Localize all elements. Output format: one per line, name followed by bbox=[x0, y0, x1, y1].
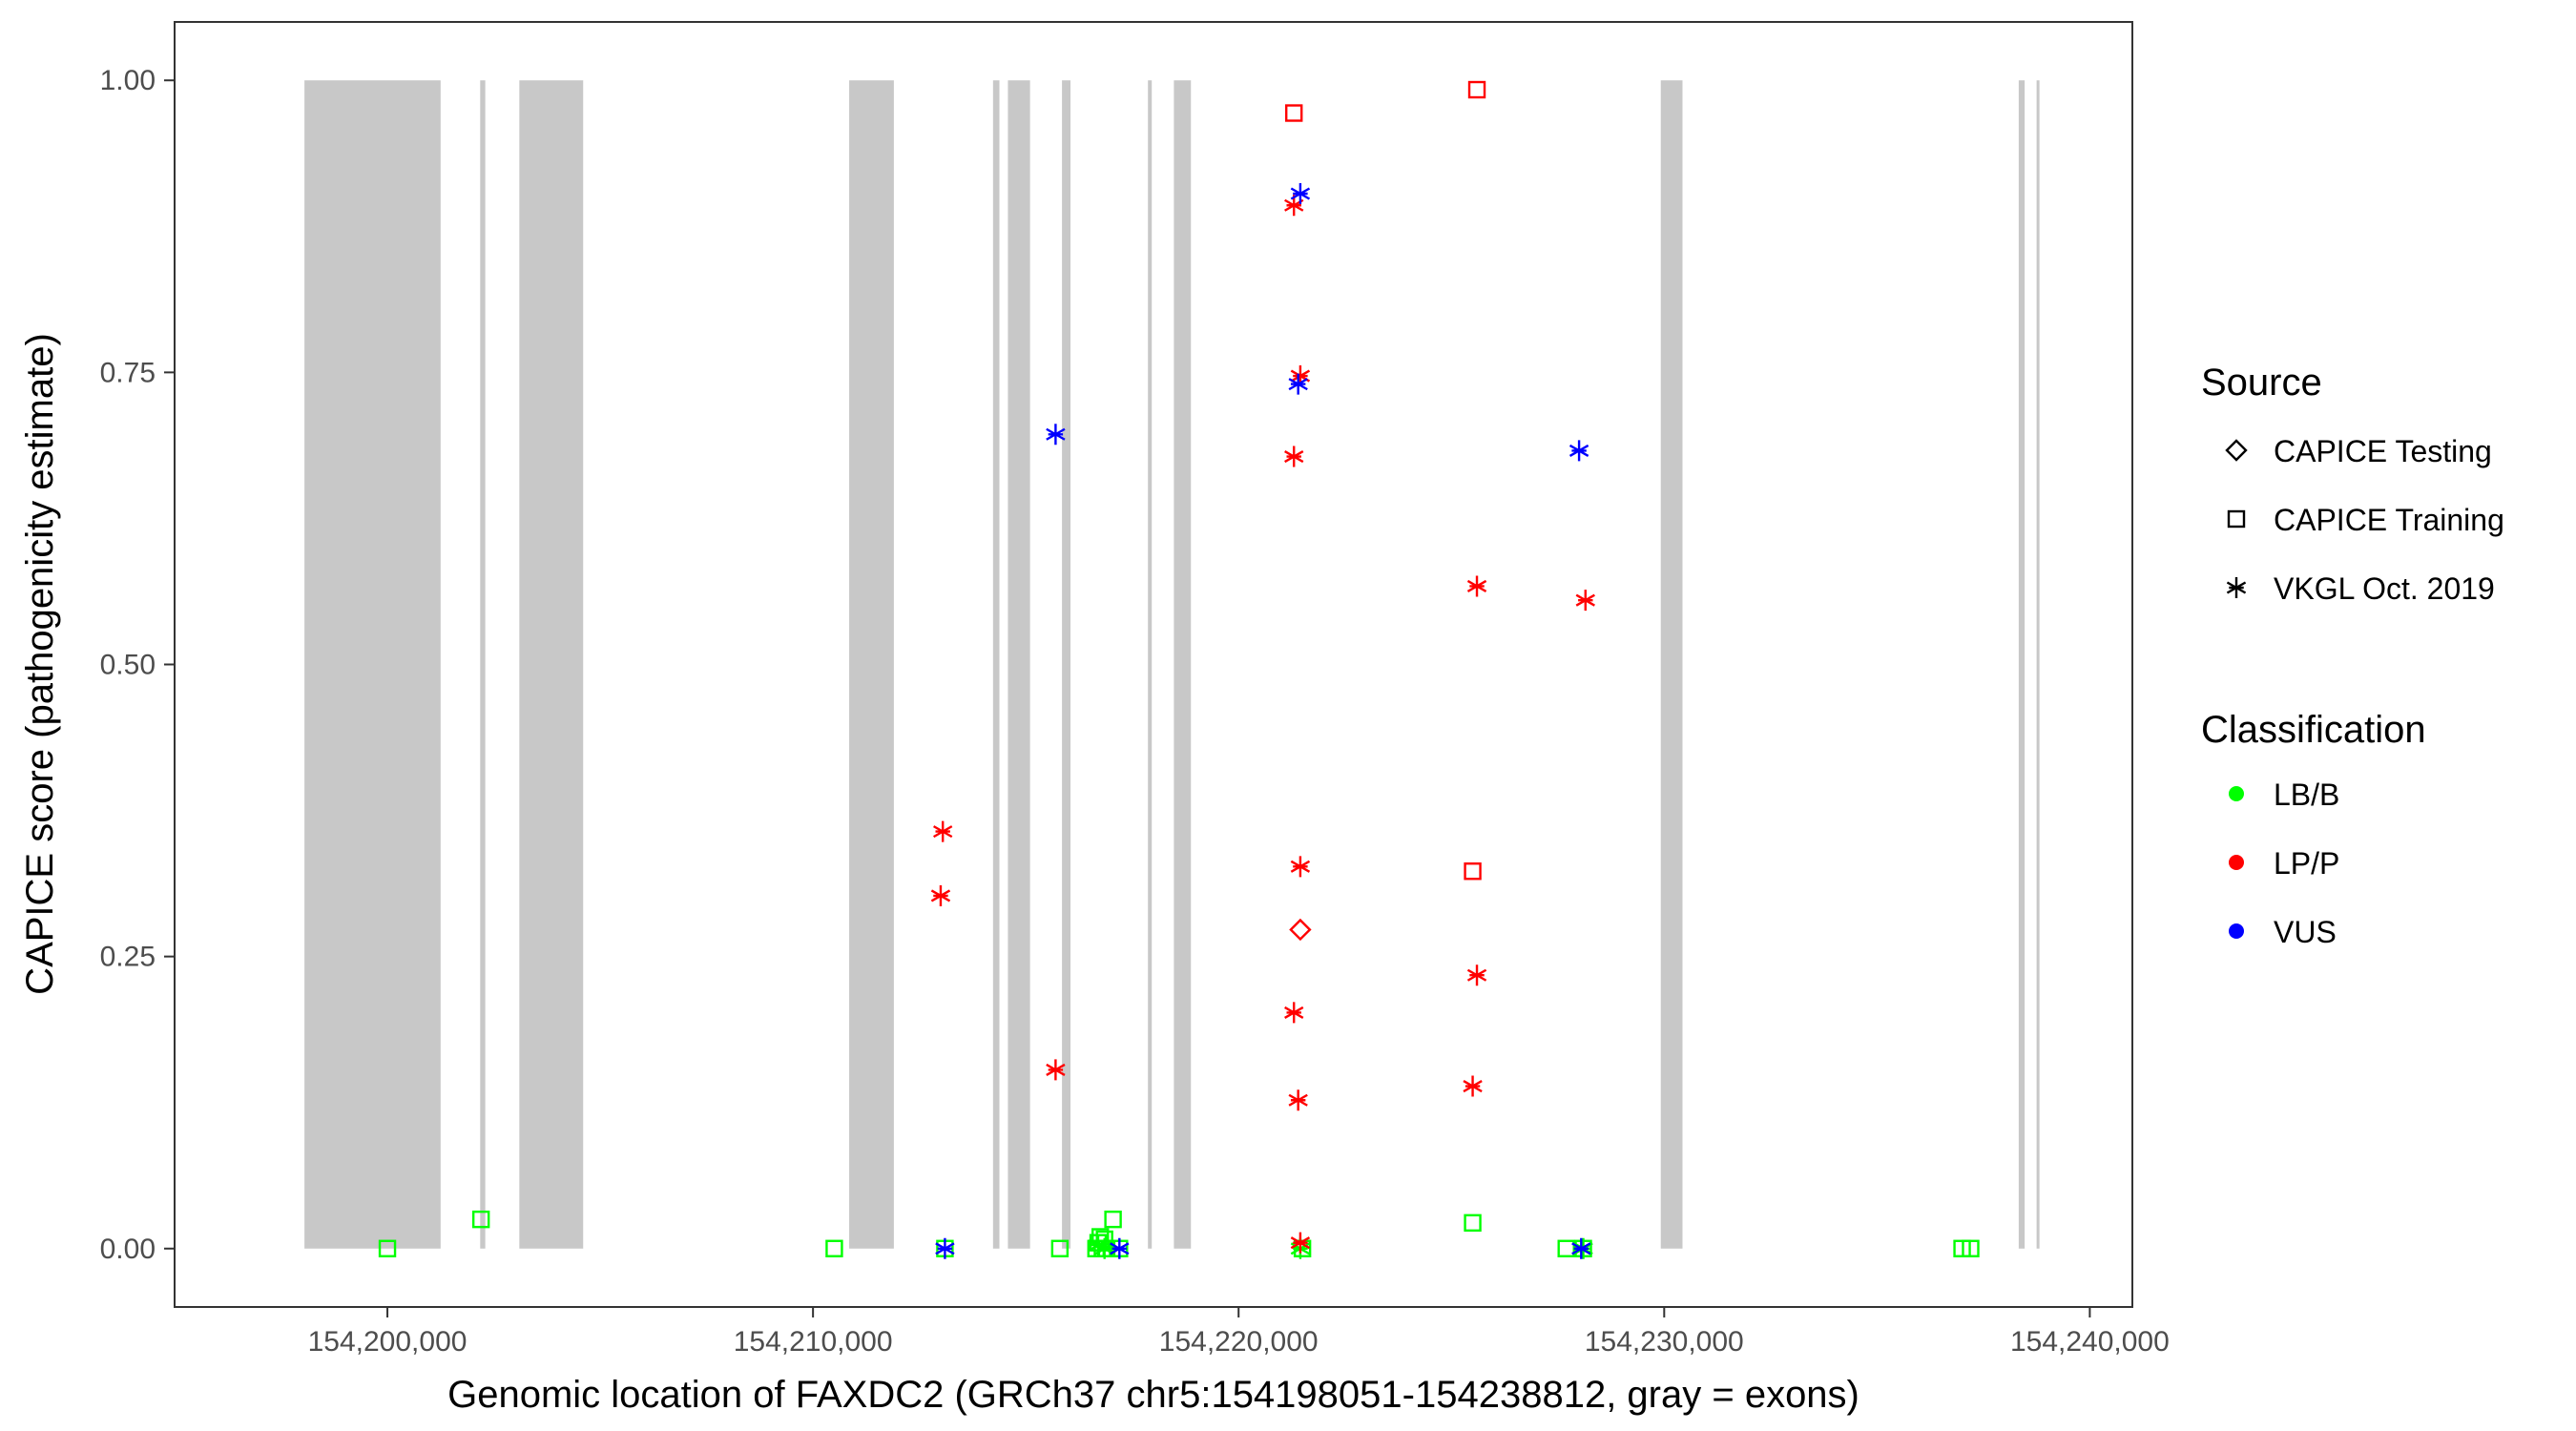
data-point bbox=[1467, 80, 1486, 99]
exon-band bbox=[480, 80, 486, 1249]
data-point bbox=[1290, 183, 1311, 205]
data-point bbox=[1288, 1089, 1308, 1111]
data-point bbox=[933, 820, 953, 842]
legend-class-label-lbb: LB/B bbox=[2274, 778, 2339, 812]
y-axis: 0.00 0.25 0.50 0.75 1.00 bbox=[100, 65, 175, 1265]
y-tick-label: 0.50 bbox=[100, 650, 156, 681]
legend-source-label-vkgl: VKGL Oct. 2019 bbox=[2274, 571, 2495, 606]
exon-band bbox=[1062, 80, 1071, 1249]
y-tick-label: 0.00 bbox=[100, 1234, 156, 1265]
data-point bbox=[1575, 590, 1595, 612]
y-tick-label: 1.00 bbox=[100, 65, 156, 96]
legend-key-color-dot bbox=[2229, 855, 2244, 870]
data-point bbox=[1094, 1237, 1114, 1259]
data-point bbox=[1284, 446, 1304, 467]
legend-source-label-testing: CAPICE Testing bbox=[2274, 434, 2492, 468]
exon-band bbox=[1008, 80, 1030, 1249]
data-point bbox=[1290, 1232, 1311, 1254]
exon-band bbox=[1174, 80, 1192, 1249]
data-point bbox=[1466, 575, 1487, 597]
legend-source-keys bbox=[2225, 439, 2248, 598]
legend-key-color-dot bbox=[2229, 923, 2244, 939]
x-tick-label: 154,240,000 bbox=[2010, 1326, 2170, 1358]
data-point bbox=[1288, 373, 1308, 395]
exon-band bbox=[1148, 80, 1153, 1249]
exon-band bbox=[304, 80, 441, 1249]
data-point bbox=[935, 1237, 955, 1259]
data-point bbox=[1046, 1059, 1066, 1081]
data-point bbox=[1110, 1237, 1130, 1259]
y-tick-label: 0.75 bbox=[100, 357, 156, 388]
legend-key-color-dot bbox=[2229, 786, 2244, 801]
data-point bbox=[1571, 1237, 1591, 1259]
data-point bbox=[1046, 424, 1066, 446]
data-point bbox=[378, 1239, 397, 1257]
y-tick-label: 0.25 bbox=[100, 942, 156, 973]
data-point bbox=[1289, 918, 1312, 942]
legend-key-asterisk bbox=[2226, 577, 2247, 598]
data-point bbox=[825, 1239, 843, 1257]
data-point bbox=[1290, 856, 1311, 878]
legend-key-square bbox=[2227, 509, 2246, 529]
data-point bbox=[1285, 104, 1303, 122]
data-point bbox=[1466, 964, 1487, 986]
data-point bbox=[1284, 195, 1304, 217]
data-point bbox=[1104, 1210, 1122, 1229]
exon-band bbox=[2018, 80, 2025, 1249]
legend-class-label-vus: VUS bbox=[2274, 915, 2337, 949]
data-point bbox=[1464, 1213, 1482, 1233]
legend-source-title: Source bbox=[2201, 362, 2322, 404]
exon-band bbox=[992, 80, 1000, 1249]
data-point bbox=[1568, 440, 1589, 462]
data-point bbox=[930, 884, 951, 906]
data-point bbox=[1050, 1239, 1070, 1257]
exon-band bbox=[519, 80, 584, 1249]
x-tick-label: 154,220,000 bbox=[1159, 1326, 1319, 1358]
x-tick-label: 154,230,000 bbox=[1585, 1326, 1744, 1358]
exon-band bbox=[849, 80, 894, 1249]
exon-layer bbox=[304, 80, 2040, 1249]
x-axis-title: Genomic location of FAXDC2 (GRCh37 chr5:… bbox=[447, 1374, 1859, 1416]
data-point bbox=[1962, 1239, 1980, 1257]
legend-class-label-lpp: LP/P bbox=[2274, 846, 2339, 881]
data-point bbox=[1284, 1002, 1304, 1024]
x-axis: 154,200,000 154,210,000 154,220,000 154,230… bbox=[308, 1307, 2170, 1358]
data-point bbox=[471, 1210, 490, 1229]
x-tick-label: 154,200,000 bbox=[308, 1326, 467, 1358]
x-tick-label: 154,210,000 bbox=[734, 1326, 893, 1358]
legend: Source CAPICE Testing CAPICE Training VK… bbox=[2201, 362, 2504, 949]
legend-source-label-training: CAPICE Training bbox=[2274, 503, 2504, 537]
legend-key-diamond bbox=[2225, 439, 2248, 462]
legend-classification-title: Classification bbox=[2201, 709, 2426, 751]
data-points-layer bbox=[378, 80, 1980, 1259]
data-point bbox=[1463, 1075, 1483, 1097]
data-point bbox=[1464, 862, 1482, 881]
legend-classification-keys bbox=[2229, 786, 2244, 939]
exon-band bbox=[1660, 80, 1683, 1249]
y-axis-title: CAPICE score (pathogenicity estimate) bbox=[19, 333, 61, 995]
data-point bbox=[1290, 365, 1311, 387]
exon-band bbox=[2036, 80, 2040, 1249]
